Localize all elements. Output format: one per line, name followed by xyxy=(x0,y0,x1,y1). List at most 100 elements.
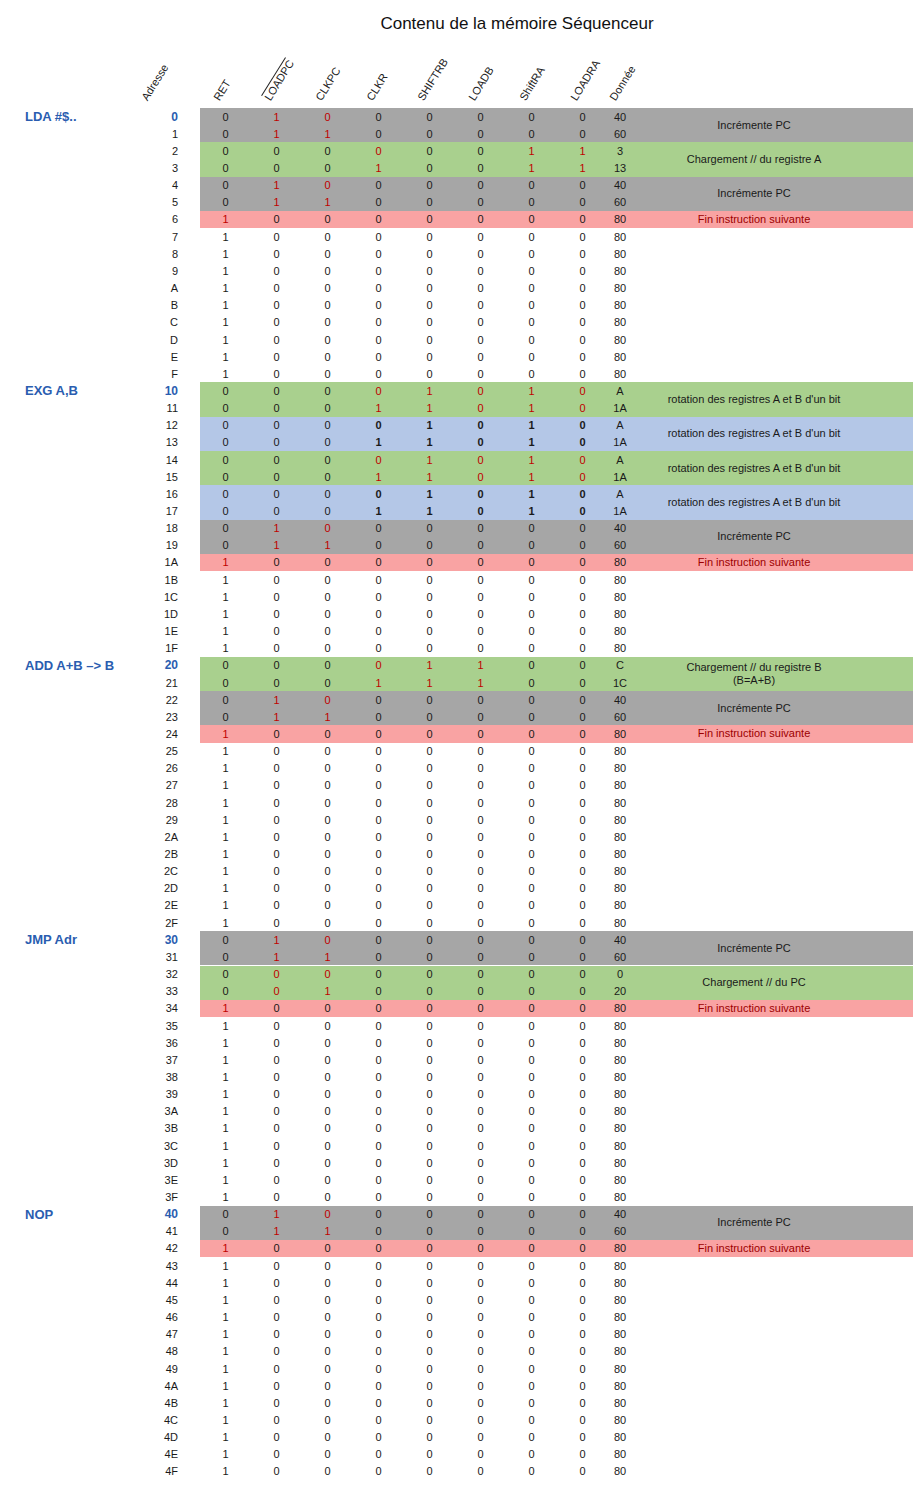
bit-cell: 0 xyxy=(404,725,455,742)
row-address: 4F xyxy=(110,1463,178,1480)
bit-cell: 0 xyxy=(251,863,302,880)
donnee-cell: 80 xyxy=(590,1103,650,1120)
row-address: 3 xyxy=(110,159,178,176)
bit-cell: 0 xyxy=(455,1103,506,1120)
bit-cell: 0 xyxy=(404,554,455,571)
bit-cell: 0 xyxy=(200,657,251,674)
bit-cell: 0 xyxy=(302,794,353,811)
table-row: 271000000080 xyxy=(0,777,917,794)
bit-cell: 0 xyxy=(455,1463,506,1480)
annotation-cell: Fin instruction suivante xyxy=(618,211,890,228)
donnee-cell: 80 xyxy=(590,1188,650,1205)
bit-cell: 0 xyxy=(404,245,455,262)
bit-cell: 0 xyxy=(455,108,506,125)
bit-cell: 0 xyxy=(302,725,353,742)
annotation-cell: Incrémente PC xyxy=(618,520,890,554)
row-address: 10 xyxy=(110,382,178,399)
bit-cell: 0 xyxy=(302,674,353,691)
bit-cell: 0 xyxy=(353,1343,404,1360)
bit-cell: 0 xyxy=(506,657,557,674)
bit-cell: 0 xyxy=(506,1429,557,1446)
bit-cell: 1 xyxy=(200,1291,251,1308)
bit-cell: 0 xyxy=(353,1051,404,1068)
bit-cell: 1 xyxy=(506,434,557,451)
donnee-cell: 80 xyxy=(590,1429,650,1446)
row-address: 48 xyxy=(110,1343,178,1360)
bit-cell: 0 xyxy=(302,502,353,519)
donnee-cell: 80 xyxy=(590,880,650,897)
bit-cell: 0 xyxy=(302,1463,353,1480)
bit-cell: 1 xyxy=(200,880,251,897)
bit-cell: 0 xyxy=(506,725,557,742)
bit-cell: 0 xyxy=(353,880,404,897)
bit-cell: 0 xyxy=(506,1188,557,1205)
bit-cell: 0 xyxy=(404,811,455,828)
bit-cell: 0 xyxy=(506,1068,557,1085)
bit-cell: 1 xyxy=(302,125,353,142)
bit-cell: 0 xyxy=(404,1051,455,1068)
bit-cell: 0 xyxy=(404,1137,455,1154)
bit-cell: 0 xyxy=(302,1377,353,1394)
bit-cell: 0 xyxy=(506,1394,557,1411)
table-row: 4F1000000080 xyxy=(0,1463,917,1480)
donnee-cell: 80 xyxy=(590,1086,650,1103)
bit-cell: 0 xyxy=(251,1446,302,1463)
row-address: 3E xyxy=(110,1171,178,1188)
bit-cell: 0 xyxy=(404,1120,455,1137)
bit-cell: 0 xyxy=(353,245,404,262)
table-row: 4E1000000080 xyxy=(0,1446,917,1463)
bit-cell: 0 xyxy=(506,811,557,828)
annotation-cell: rotation des registres A et B d'un bit xyxy=(618,417,890,451)
bit-cell: 0 xyxy=(353,280,404,297)
donnee-cell: 80 xyxy=(590,262,650,279)
bit-cell: 0 xyxy=(302,1394,353,1411)
bit-cell: 0 xyxy=(251,828,302,845)
bit-cell: 0 xyxy=(302,1411,353,1428)
bit-cell: 1 xyxy=(251,520,302,537)
table-row: 3D1000000080 xyxy=(0,1154,917,1171)
row-address: 0 xyxy=(110,108,178,125)
donnee-cell: 80 xyxy=(590,297,650,314)
bit-cell: 1 xyxy=(506,159,557,176)
bit-cell: 0 xyxy=(251,588,302,605)
bit-cell: 0 xyxy=(302,1017,353,1034)
row-address: 24 xyxy=(110,725,178,742)
annotation-cell: Incrémente PC xyxy=(618,177,890,211)
bit-cell: 0 xyxy=(302,811,353,828)
row-address: 43 xyxy=(110,1257,178,1274)
bit-cell: 0 xyxy=(455,811,506,828)
bit-cell: 0 xyxy=(506,1257,557,1274)
table-row: 391000000080 xyxy=(0,1086,917,1103)
bit-cell: 0 xyxy=(251,1120,302,1137)
bit-cell: 1 xyxy=(200,1429,251,1446)
table-row: 4D1000000080 xyxy=(0,1429,917,1446)
annotation-cell: rotation des registres A et B d'un bit xyxy=(618,382,890,416)
bit-cell: 0 xyxy=(455,1000,506,1017)
bit-cell: 0 xyxy=(455,1446,506,1463)
bit-cell: 0 xyxy=(455,125,506,142)
donnee-cell: 80 xyxy=(590,1257,650,1274)
table-row: 71000000080 xyxy=(0,228,917,245)
table-row: 431000000080 xyxy=(0,1257,917,1274)
row-address: 8 xyxy=(110,245,178,262)
bit-cell: 0 xyxy=(506,211,557,228)
column-header-adresse: Adresse xyxy=(138,61,171,103)
row-address: 21 xyxy=(110,674,178,691)
bit-cell: 0 xyxy=(302,640,353,657)
bit-cell: 0 xyxy=(353,194,404,211)
bit-cell: 0 xyxy=(353,228,404,245)
bit-cell: 1 xyxy=(200,1257,251,1274)
table-row: 261000000080 xyxy=(0,760,917,777)
bit-cell: 0 xyxy=(506,194,557,211)
bit-cell: 0 xyxy=(455,725,506,742)
row-address: 5 xyxy=(110,194,178,211)
annotation-line: (B=A+B) xyxy=(733,674,775,687)
donnee-cell: 80 xyxy=(590,1291,650,1308)
column-header-loadb: LOADB xyxy=(465,64,497,103)
bit-cell: 0 xyxy=(455,983,506,1000)
row-address: 49 xyxy=(110,1360,178,1377)
bit-cell: 0 xyxy=(251,966,302,983)
bit-cell: 0 xyxy=(404,1257,455,1274)
row-address: 42 xyxy=(110,1240,178,1257)
bit-cell: 0 xyxy=(353,314,404,331)
